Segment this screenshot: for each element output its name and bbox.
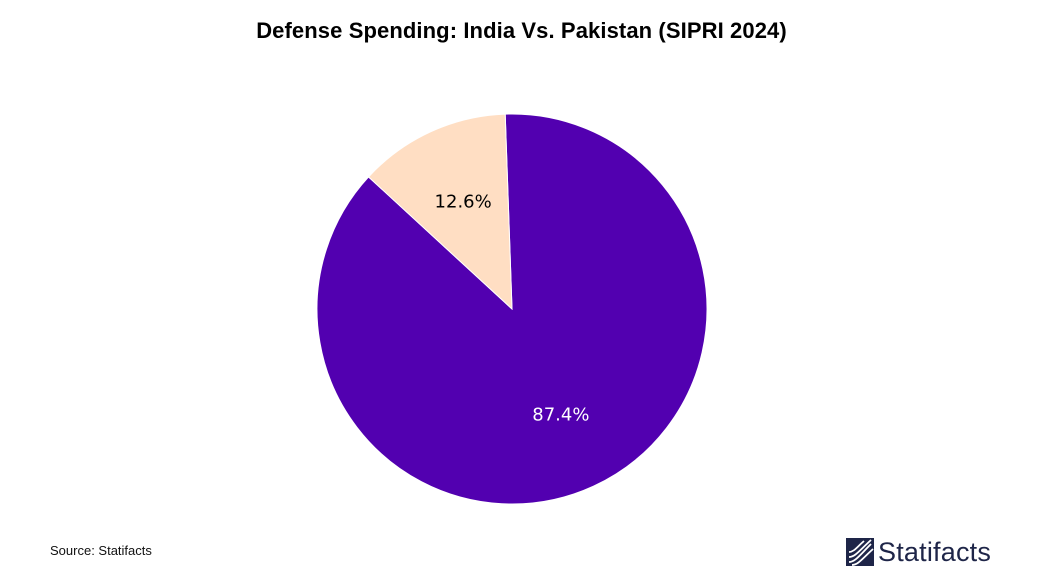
pie-labels: 87.4% 12.6% [435, 192, 590, 426]
slice-label-pakistan: 12.6% [435, 192, 492, 213]
pie-slices [316, 113, 708, 505]
slice-label-india: 87.4% [532, 404, 589, 425]
statifacts-logo-icon [846, 538, 874, 566]
pie-slice-pakistan [367, 113, 513, 311]
chart-title: Defense Spending: India Vs. Pakistan (SI… [256, 18, 787, 43]
brand-name: Statifacts [878, 536, 992, 567]
brand-logo: Statifacts [846, 535, 991, 569]
source-note: Source: Statifacts [50, 543, 152, 558]
